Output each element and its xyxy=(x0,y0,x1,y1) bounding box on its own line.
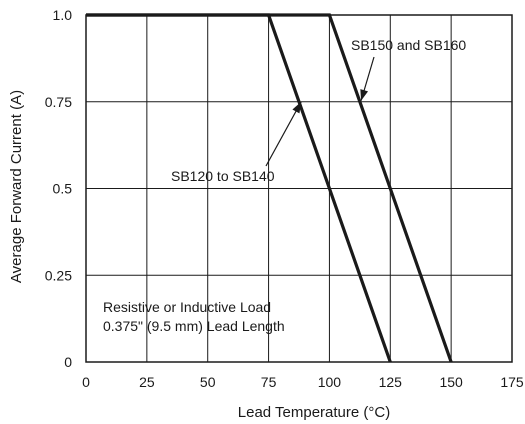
x-axis-title: Lead Temperature (°C) xyxy=(238,404,390,421)
annotation-sb120-sb140-arrow-head xyxy=(292,101,302,114)
annotation-sb120-sb140: SB120 to SB140 xyxy=(171,168,275,184)
x-tick-label: 125 xyxy=(379,374,403,390)
annotation-sb120-sb140-leader xyxy=(265,101,302,167)
y-tick-label: 0 xyxy=(64,354,72,370)
x-tick-label: 50 xyxy=(200,374,216,390)
x-tick-label: 75 xyxy=(261,374,277,390)
y-tick-label: 0.25 xyxy=(45,267,72,283)
annotations: SB150 and SB160 SB120 to SB140 Resistive o… xyxy=(103,37,466,334)
plot-frame xyxy=(85,14,513,363)
annotation-sb150-sb160-arrow-head xyxy=(360,89,369,101)
y-tick-labels: 0 0.25 0.5 0.75 1.0 xyxy=(45,7,72,370)
annotation-lead-length: 0.375" (9.5 mm) Lead Length xyxy=(103,318,285,334)
y-tick-label: 0.75 xyxy=(45,94,72,110)
x-tick-label: 175 xyxy=(500,374,524,390)
annotation-sb150-sb160: SB150 and SB160 xyxy=(351,37,466,53)
y-axis-title: Average Forward Current (A) xyxy=(8,90,25,283)
x-tick-label: 0 xyxy=(82,374,90,390)
x-tick-label: 150 xyxy=(439,374,463,390)
x-tick-label: 100 xyxy=(318,374,342,390)
annotation-load-type: Resistive or Inductive Load xyxy=(103,299,271,315)
y-tick-label: 1.0 xyxy=(53,7,73,23)
x-tick-labels: 0 25 50 75 100 125 150 175 xyxy=(82,374,524,390)
y-tick-label: 0.5 xyxy=(53,181,73,197)
x-tick-label: 25 xyxy=(139,374,155,390)
